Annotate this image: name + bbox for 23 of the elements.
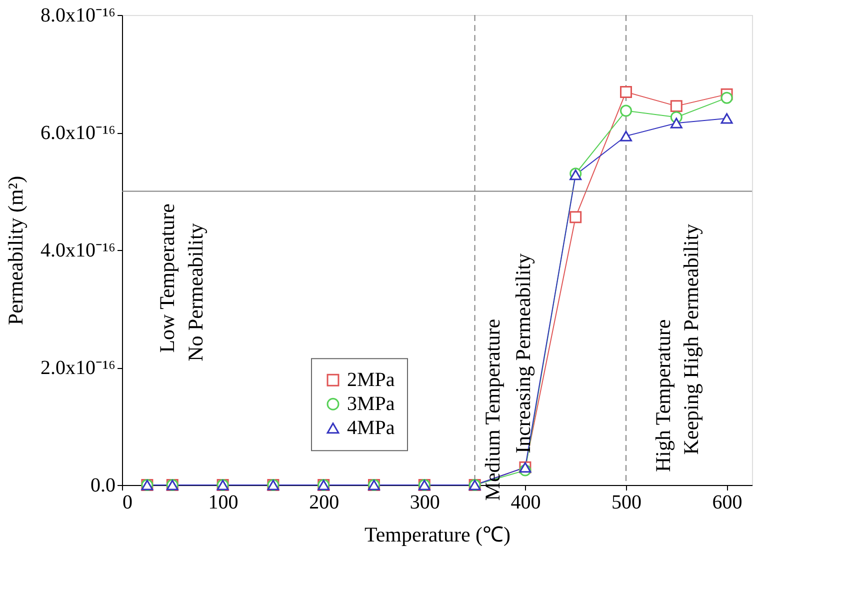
- x-tick-label: 600: [712, 492, 742, 514]
- x-tick-label: 400: [510, 492, 541, 514]
- annotation: Medium Temperature: [480, 318, 505, 501]
- annotation: High Temperature: [650, 319, 675, 472]
- legend-label: 4MPa: [347, 417, 395, 440]
- annotation: No Permeability: [183, 222, 208, 362]
- y-tick-label: 0.0: [90, 474, 116, 496]
- y-tick-label: 8.0x10⁻¹⁶: [40, 4, 116, 26]
- y-tick-label: 6.0x10⁻¹⁶: [40, 122, 116, 144]
- x-tick-label: 500: [612, 492, 642, 514]
- annotation: Low Temperature: [154, 204, 179, 353]
- y-axis-title: Permeability (m²): [4, 176, 28, 326]
- x-tick-label: 100: [208, 492, 238, 514]
- annotation: Keeping High Permeability: [679, 223, 704, 455]
- annotation: Increasing Permeability: [510, 252, 535, 454]
- x-tick-label: 0: [122, 492, 132, 514]
- y-tick-label: 2.0x10⁻¹⁶: [40, 357, 116, 379]
- legend-label: 3MPa: [347, 393, 395, 416]
- y-tick-label: 4.0x10⁻¹⁶: [40, 240, 116, 262]
- x-axis-title: Temperature (℃): [364, 522, 511, 546]
- legend-label: 2MPa: [347, 369, 395, 392]
- x-tick-label: 200: [309, 492, 340, 514]
- x-tick-label: 300: [410, 492, 440, 514]
